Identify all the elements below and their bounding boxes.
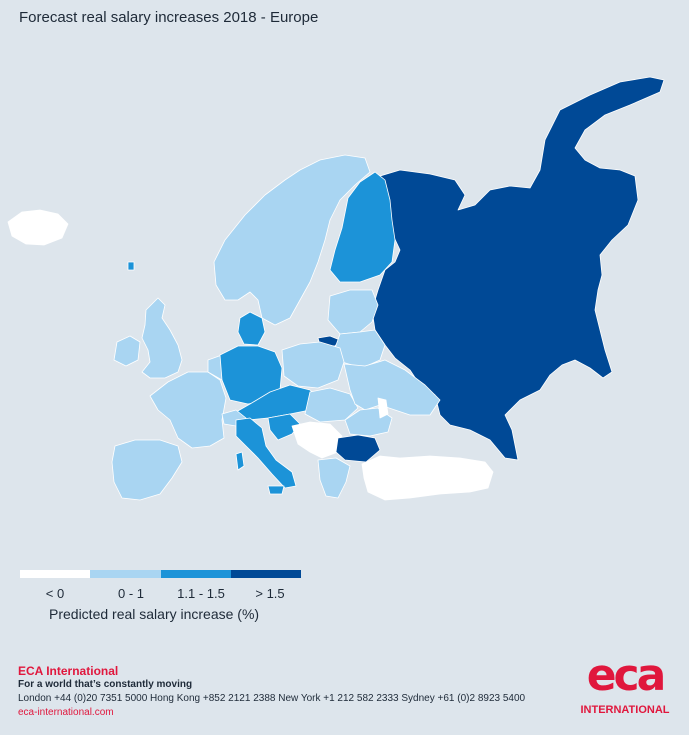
- map-title: Forecast real salary increases 2018 - Eu…: [19, 9, 319, 26]
- region-bulgaria[interactable]: [335, 434, 381, 463]
- legend-label-1-1.5: 1.1 - 1.5: [177, 586, 225, 601]
- footer: ECA International For a world that’s con…: [18, 664, 525, 720]
- region-sicily[interactable]: [267, 485, 285, 495]
- region-faroe[interactable]: [127, 261, 135, 271]
- footer-offices: London +44 (0)20 7351 5000 Hong Kong +85…: [18, 693, 526, 704]
- footer-brand: ECA International: [18, 664, 119, 678]
- legend-label-lt0: < 0: [45, 586, 65, 601]
- legend-color-bar: [20, 570, 301, 578]
- region-balkans[interactable]: [291, 421, 343, 459]
- region-croatia[interactable]: [267, 413, 301, 441]
- region-ireland[interactable]: [113, 335, 141, 367]
- region-iceland[interactable]: [7, 209, 69, 246]
- footer-tagline: For a world that’s constantly moving: [18, 679, 193, 690]
- europe-map: [7, 76, 665, 501]
- region-greece[interactable]: [317, 457, 351, 499]
- region-hungary-slovakia[interactable]: [304, 387, 359, 423]
- region-russia[interactable]: [371, 76, 665, 461]
- region-finland[interactable]: [329, 171, 396, 283]
- legend-swatch-lt0: [20, 570, 91, 578]
- legend-label-gt1.5: > 1.5: [255, 586, 285, 601]
- eca-logo: eca INTERNATIONAL: [575, 650, 675, 720]
- region-uk[interactable]: [141, 297, 183, 379]
- footer-website-link[interactable]: eca-international.com: [18, 707, 114, 718]
- region-baltics[interactable]: [327, 289, 379, 335]
- region-italy[interactable]: [235, 417, 297, 489]
- region-turkey[interactable]: [361, 455, 494, 501]
- legend-swatch-1-1.5: [160, 570, 231, 578]
- legend-swatch-0-1: [90, 570, 161, 578]
- region-denmark[interactable]: [237, 311, 266, 346]
- region-france[interactable]: [149, 371, 227, 449]
- legend-swatch-gt1.5: [230, 570, 301, 578]
- region-sardinia[interactable]: [235, 451, 245, 471]
- region-ukraine[interactable]: [343, 359, 441, 416]
- logo-text: eca: [586, 650, 667, 701]
- legend-label-0-1: 0 - 1: [117, 586, 145, 601]
- region-scandinavia[interactable]: [213, 154, 371, 326]
- legend-title: Predicted real salary increase (%): [49, 606, 260, 622]
- region-poland[interactable]: [281, 341, 345, 389]
- legend-labels: < 0 0 - 1 1.1 - 1.5 > 1.5: [20, 586, 301, 602]
- region-moldova[interactable]: [377, 397, 389, 419]
- region-iberia[interactable]: [111, 439, 183, 501]
- logo-subtext: INTERNATIONAL: [580, 704, 670, 716]
